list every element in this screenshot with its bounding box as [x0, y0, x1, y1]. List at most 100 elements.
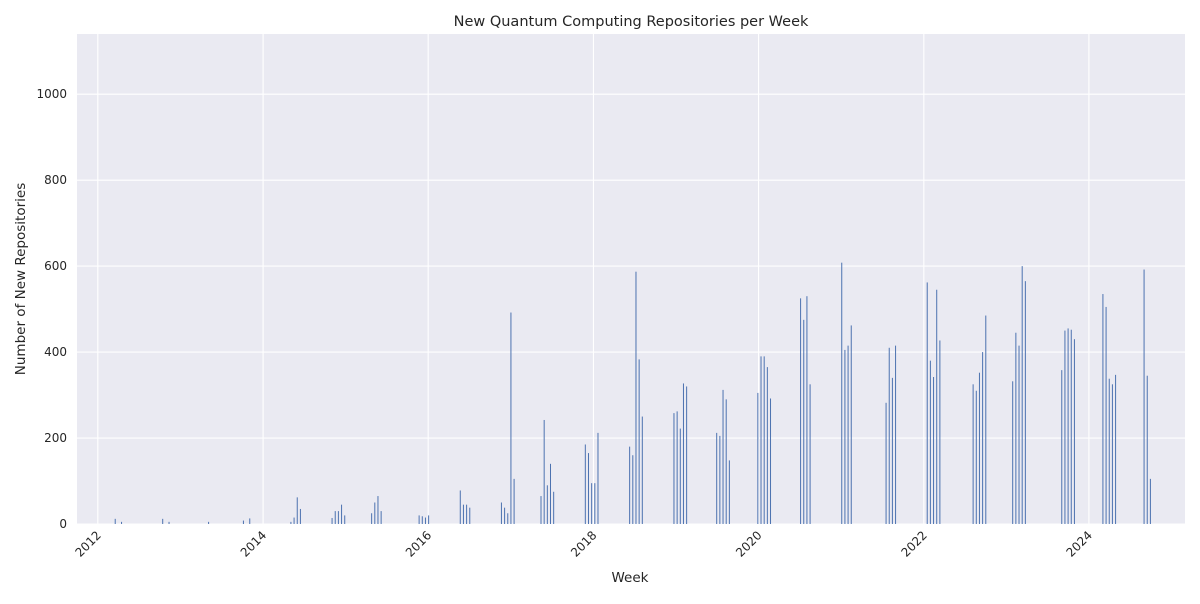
y-tick-label: 400	[44, 345, 67, 359]
bar	[1064, 330, 1066, 524]
bar	[885, 402, 887, 524]
bar	[296, 497, 298, 524]
bar	[632, 455, 634, 524]
bar	[1111, 384, 1113, 524]
bar	[926, 282, 928, 524]
bar	[377, 496, 379, 524]
bar	[728, 460, 730, 524]
bar	[1061, 370, 1063, 524]
bar	[290, 521, 292, 524]
bar	[1102, 294, 1104, 524]
bar	[888, 347, 890, 524]
bar	[1024, 281, 1026, 524]
bar	[546, 485, 548, 524]
bar	[507, 513, 509, 524]
x-tick-label: 2020	[733, 528, 764, 559]
grid-lines	[77, 34, 1185, 525]
bar	[114, 518, 116, 524]
bar	[341, 504, 343, 524]
bar	[337, 511, 339, 524]
bar	[757, 392, 759, 524]
bar	[1143, 269, 1145, 524]
bar	[641, 416, 643, 524]
bar	[1012, 381, 1014, 524]
bar	[208, 521, 210, 524]
x-tick-label: 2022	[898, 528, 929, 559]
bar	[469, 507, 471, 524]
bar	[770, 398, 772, 524]
bar	[421, 516, 423, 524]
bar	[293, 517, 295, 524]
bar	[1067, 328, 1069, 524]
bar	[550, 463, 552, 524]
bar	[800, 298, 802, 524]
bar	[242, 520, 244, 524]
bar	[763, 356, 765, 524]
bar	[249, 518, 251, 524]
bar	[841, 262, 843, 524]
bar	[504, 507, 506, 524]
bar	[929, 360, 931, 524]
bar	[766, 367, 768, 524]
bar	[686, 386, 688, 524]
bar	[844, 349, 846, 524]
bar	[513, 478, 515, 524]
chart-title: New Quantum Computing Repositories per W…	[454, 14, 809, 30]
bar	[424, 517, 426, 524]
bar	[597, 432, 599, 524]
bar	[972, 384, 974, 524]
bar	[638, 359, 640, 524]
bar	[380, 511, 382, 524]
bar	[1146, 375, 1148, 524]
bar	[540, 496, 542, 524]
bar	[719, 435, 721, 524]
bar	[162, 518, 164, 524]
bar	[1149, 478, 1151, 524]
bar	[587, 453, 589, 524]
bar	[847, 345, 849, 524]
bar	[553, 491, 555, 524]
bar	[500, 502, 502, 524]
bar	[299, 508, 301, 524]
x-tick-label: 2018	[568, 528, 599, 559]
bar	[510, 312, 512, 524]
y-axis-label: Number of New Repositories	[13, 183, 29, 375]
bar	[344, 515, 346, 524]
bar	[466, 504, 468, 524]
bar	[374, 502, 376, 524]
bar	[895, 345, 897, 524]
y-tick-label: 600	[44, 259, 67, 273]
plot-background	[77, 34, 1185, 524]
x-tick-label: 2014	[238, 528, 269, 559]
x-axis-label: Week	[612, 570, 649, 586]
bar	[673, 413, 675, 524]
bar	[1108, 378, 1110, 524]
bar	[682, 383, 684, 524]
bar	[850, 325, 852, 524]
bar	[418, 515, 420, 524]
x-tick-label: 2016	[403, 528, 434, 559]
bar	[428, 515, 430, 524]
bar	[803, 319, 805, 524]
bar	[936, 289, 938, 524]
bar	[1073, 339, 1075, 524]
bar	[591, 483, 593, 524]
bar	[809, 384, 811, 524]
bar	[716, 432, 718, 524]
bar	[629, 446, 631, 524]
bar	[978, 372, 980, 524]
y-tick-label: 800	[44, 173, 67, 187]
y-tick-label: 0	[59, 517, 67, 531]
bar	[679, 428, 681, 524]
bar	[939, 340, 941, 524]
bar	[891, 377, 893, 524]
bar	[985, 315, 987, 524]
bar	[635, 271, 637, 524]
bar	[725, 399, 727, 524]
bar	[371, 513, 373, 524]
bar	[121, 521, 123, 524]
bar	[168, 521, 170, 524]
bar	[459, 490, 461, 524]
bar	[1115, 374, 1117, 524]
